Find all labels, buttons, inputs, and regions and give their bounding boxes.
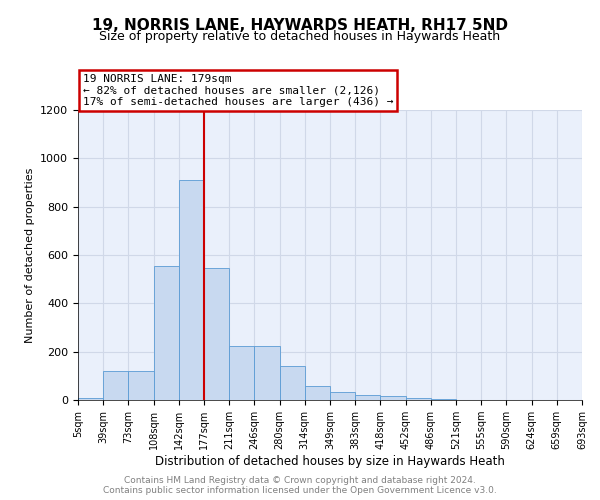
Text: 19 NORRIS LANE: 179sqm
← 82% of detached houses are smaller (2,126)
17% of semi-: 19 NORRIS LANE: 179sqm ← 82% of detached… (83, 74, 394, 107)
Bar (355, 394, 380, 400)
Bar (204, 268, 229, 400)
Bar (254, 346, 280, 400)
Bar (406, 398, 431, 400)
X-axis label: Distribution of detached houses by size in Haywards Heath: Distribution of detached houses by size … (155, 455, 505, 468)
Bar (179, 180, 204, 400)
Bar (128, 371, 154, 400)
Text: Size of property relative to detached houses in Haywards Heath: Size of property relative to detached ho… (100, 30, 500, 43)
Bar (330, 392, 355, 400)
Bar (154, 266, 179, 400)
Text: 19, NORRIS LANE, HAYWARDS HEATH, RH17 5ND: 19, NORRIS LANE, HAYWARDS HEATH, RH17 5N… (92, 18, 508, 32)
Bar (229, 346, 254, 400)
Y-axis label: Number of detached properties: Number of detached properties (25, 168, 35, 342)
Bar (431, 399, 456, 400)
Text: Contains HM Land Registry data © Crown copyright and database right 2024.
Contai: Contains HM Land Registry data © Crown c… (103, 476, 497, 495)
Bar (380, 396, 406, 400)
Bar (305, 386, 330, 400)
Bar (280, 366, 305, 400)
Bar (78, 398, 103, 400)
Bar (103, 371, 128, 400)
